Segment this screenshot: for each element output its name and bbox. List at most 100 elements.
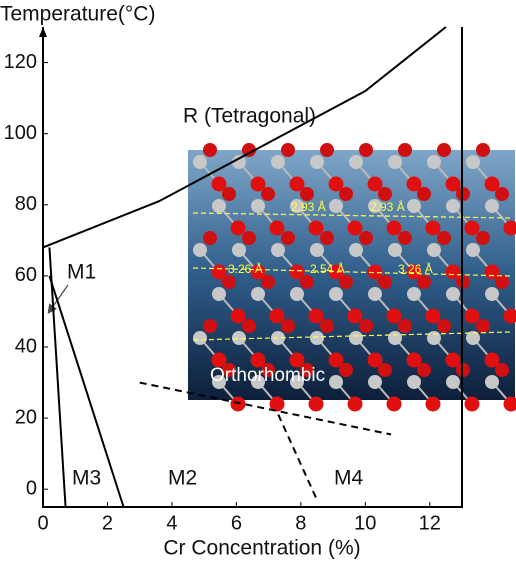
atom-v	[427, 243, 441, 257]
x-tick-label: 10	[354, 512, 376, 534]
atom-v	[368, 375, 382, 389]
phase-label: M2	[168, 467, 197, 490]
atom-o	[281, 319, 295, 333]
atom-o	[359, 319, 373, 333]
atom-o	[203, 143, 217, 157]
y-axis-title: Temperature(°C)	[0, 3, 155, 26]
inset-label: Orthorhombic	[210, 365, 325, 386]
atom-o	[437, 231, 451, 245]
phase-label: M1	[67, 261, 96, 284]
atom-v	[407, 199, 421, 213]
atom-o	[476, 231, 490, 245]
atom-v	[329, 375, 343, 389]
atom-v	[388, 331, 402, 345]
atom-o	[309, 221, 324, 236]
atom-o	[339, 363, 353, 377]
x-tick-label: 0	[37, 512, 48, 534]
atom-v	[310, 243, 324, 257]
x-tick-label: 12	[419, 512, 441, 534]
atom-o	[203, 319, 217, 333]
atom-o	[261, 275, 275, 289]
atom-o	[398, 143, 412, 157]
atom-o	[339, 275, 353, 289]
atom-o	[309, 397, 324, 412]
atom-o	[465, 309, 480, 324]
atom-v	[349, 155, 363, 169]
atom-o	[426, 221, 441, 236]
atom-o	[270, 221, 285, 236]
atom-v	[446, 199, 460, 213]
atom-o	[320, 319, 334, 333]
y-tick-label: 0	[26, 478, 37, 500]
atom-o	[300, 275, 314, 289]
atom-v	[212, 199, 226, 213]
atom-v	[388, 155, 402, 169]
atom-o	[348, 221, 363, 236]
atom-o	[398, 319, 412, 333]
atom-v	[271, 243, 285, 257]
y-tick-label: 100	[4, 122, 37, 144]
atom-o	[300, 187, 314, 201]
atom-o	[281, 231, 295, 245]
atom-v	[485, 199, 499, 213]
phase-label: M3	[72, 467, 101, 490]
atom-v	[329, 199, 343, 213]
atom-v	[466, 243, 480, 257]
y-tick-label: 20	[15, 406, 37, 428]
atom-o	[426, 397, 441, 412]
atom-v	[232, 243, 246, 257]
inset-label: 2.93 Å	[370, 199, 405, 214]
inset-label: 3.26 Å	[398, 261, 433, 276]
atom-o	[270, 309, 285, 324]
atom-o	[398, 231, 412, 245]
atom-o	[417, 187, 431, 201]
inset-label: 3.26 Å	[228, 261, 263, 276]
atom-o	[417, 363, 431, 377]
y-tick-label: 120	[4, 51, 37, 73]
atom-o	[359, 143, 373, 157]
axis-arrow	[39, 27, 47, 37]
x-tick-label: 4	[166, 512, 177, 534]
atom-o	[359, 231, 373, 245]
atom-o	[378, 363, 392, 377]
atom-v	[446, 375, 460, 389]
atom-v	[446, 287, 460, 301]
y-tick-label: 80	[15, 193, 37, 215]
atom-o	[465, 397, 480, 412]
atom-o	[231, 309, 246, 324]
atom-o	[348, 397, 363, 412]
atom-v	[485, 375, 499, 389]
atom-o	[495, 363, 509, 377]
atom-v	[310, 155, 324, 169]
atom-o	[320, 143, 334, 157]
atom-o	[417, 275, 431, 289]
atom-o	[222, 187, 236, 201]
atom-o	[476, 143, 490, 157]
x-tick-label: 2	[102, 512, 113, 534]
atom-v	[251, 199, 265, 213]
atom-o	[339, 187, 353, 201]
inset-label: 2.54 Å	[310, 261, 345, 276]
atom-o	[222, 275, 236, 289]
atom-o	[203, 231, 217, 245]
atom-o	[387, 309, 402, 324]
atom-v	[251, 287, 265, 301]
atom-v	[193, 155, 207, 169]
phase-label: M4	[334, 467, 363, 490]
atom-v	[466, 155, 480, 169]
atom-o	[281, 143, 295, 157]
atom-v	[271, 155, 285, 169]
atom-o	[476, 319, 490, 333]
atom-o	[242, 231, 256, 245]
atom-o	[242, 319, 256, 333]
atom-v	[427, 155, 441, 169]
x-tick-label: 6	[231, 512, 242, 534]
atom-o	[437, 143, 451, 157]
atom-o	[465, 221, 480, 236]
x-tick-label: 8	[295, 512, 306, 534]
atom-v	[290, 287, 304, 301]
atom-v	[388, 243, 402, 257]
